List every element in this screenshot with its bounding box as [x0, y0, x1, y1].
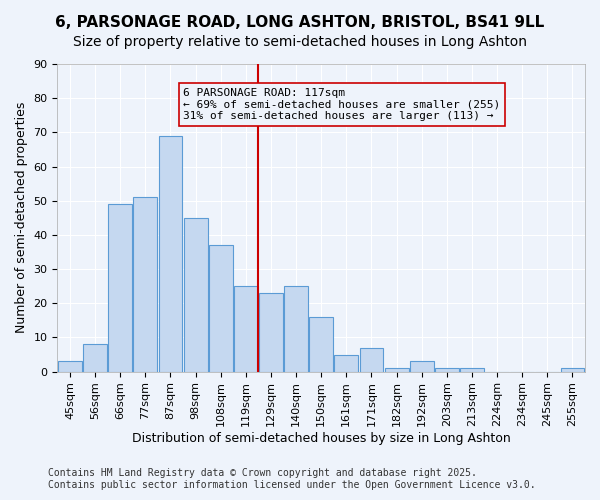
Bar [83, 344, 107, 372]
Bar [158, 136, 182, 372]
Bar [435, 368, 459, 372]
Y-axis label: Number of semi-detached properties: Number of semi-detached properties [15, 102, 28, 334]
Bar [184, 218, 208, 372]
Bar [560, 368, 584, 372]
Bar [259, 293, 283, 372]
Text: Size of property relative to semi-detached houses in Long Ashton: Size of property relative to semi-detach… [73, 35, 527, 49]
Bar [209, 245, 233, 372]
Text: 6, PARSONAGE ROAD, LONG ASHTON, BRISTOL, BS41 9LL: 6, PARSONAGE ROAD, LONG ASHTON, BRISTOL,… [55, 15, 545, 30]
Bar [133, 198, 157, 372]
Bar [284, 286, 308, 372]
Bar [385, 368, 409, 372]
Text: 6 PARSONAGE ROAD: 117sqm
← 69% of semi-detached houses are smaller (255)
31% of : 6 PARSONAGE ROAD: 117sqm ← 69% of semi-d… [183, 88, 500, 121]
Bar [334, 354, 358, 372]
Bar [309, 317, 333, 372]
X-axis label: Distribution of semi-detached houses by size in Long Ashton: Distribution of semi-detached houses by … [132, 432, 511, 445]
Bar [410, 362, 434, 372]
Bar [108, 204, 132, 372]
Bar [359, 348, 383, 372]
Bar [460, 368, 484, 372]
Text: Contains HM Land Registry data © Crown copyright and database right 2025.
Contai: Contains HM Land Registry data © Crown c… [48, 468, 536, 490]
Bar [234, 286, 258, 372]
Bar [58, 362, 82, 372]
